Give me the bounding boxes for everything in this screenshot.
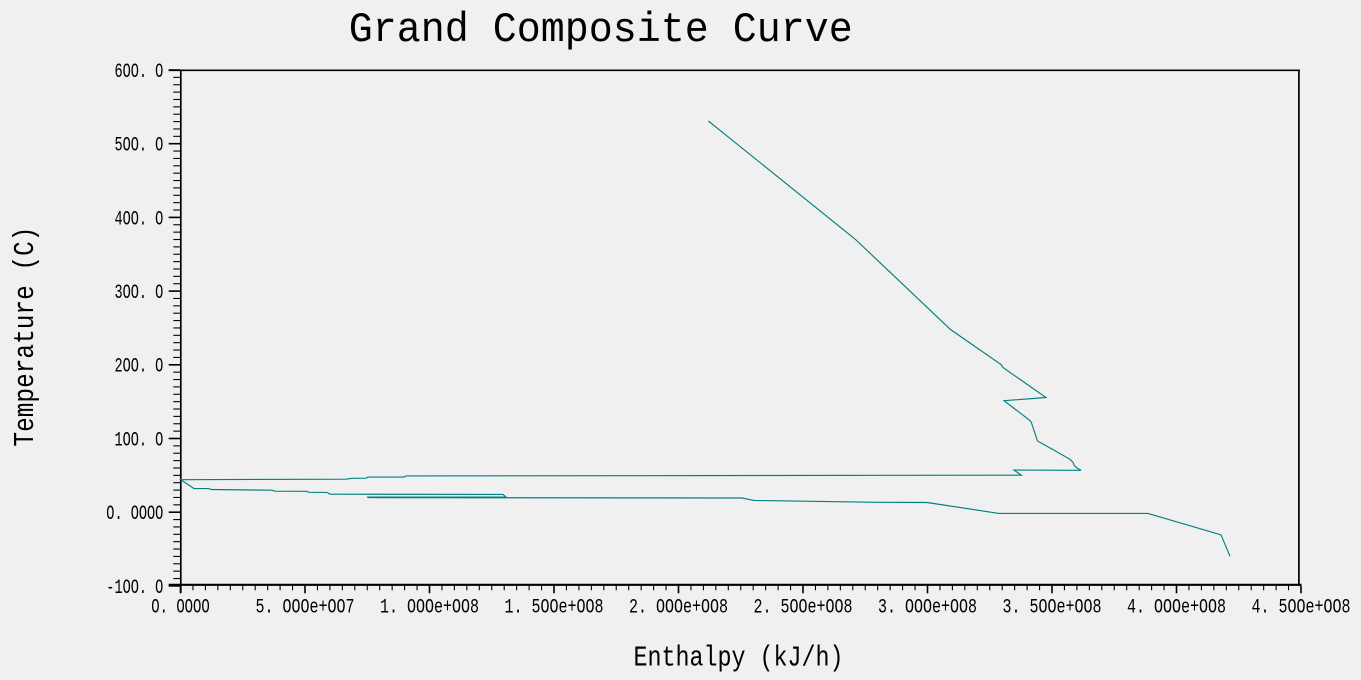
svg-text:3OO. O: 3OO. O: [115, 282, 164, 305]
svg-text:5OO. O: 5OO. O: [115, 135, 164, 158]
svg-text:1OO. O: 1OO. O: [115, 429, 164, 452]
svg-text:O. OOOO: O. OOOO: [106, 503, 163, 526]
svg-text:2. 5OOe+OO8: 2. 5OOe+OO8: [754, 596, 853, 619]
svg-text:O. OOOO: O. OOOO: [151, 596, 210, 619]
svg-text:2. OOOe+OO8: 2. OOOe+OO8: [629, 596, 728, 619]
svg-text:4. OOOe+OO8: 4. OOOe+OO8: [1127, 596, 1226, 619]
svg-text:1. OOOe+OO8: 1. OOOe+OO8: [380, 596, 479, 619]
svg-text:6OO. O: 6OO. O: [115, 61, 164, 84]
svg-text:5. OOOe+OO7: 5. OOOe+OO7: [256, 596, 355, 619]
svg-text:2OO. O: 2OO. O: [115, 356, 164, 379]
svg-text:Enthalpy (kJ/h): Enthalpy (kJ/h): [634, 642, 844, 675]
svg-text:Grand Composite Curve: Grand Composite Curve: [349, 6, 853, 54]
svg-text:Temperature (C): Temperature (C): [9, 227, 42, 447]
svg-text:3. 5OOe+OO8: 3. 5OOe+OO8: [1003, 596, 1102, 619]
svg-text:1. 5OOe+OO8: 1. 5OOe+OO8: [505, 596, 604, 619]
svg-text:4. 5OOe+OO8: 4. 5OOe+OO8: [1252, 596, 1351, 619]
svg-text:3. OOOe+OO8: 3. OOOe+OO8: [878, 596, 977, 619]
svg-text:4OO. O: 4OO. O: [115, 208, 164, 231]
svg-text:-1OO. O: -1OO. O: [106, 577, 163, 600]
